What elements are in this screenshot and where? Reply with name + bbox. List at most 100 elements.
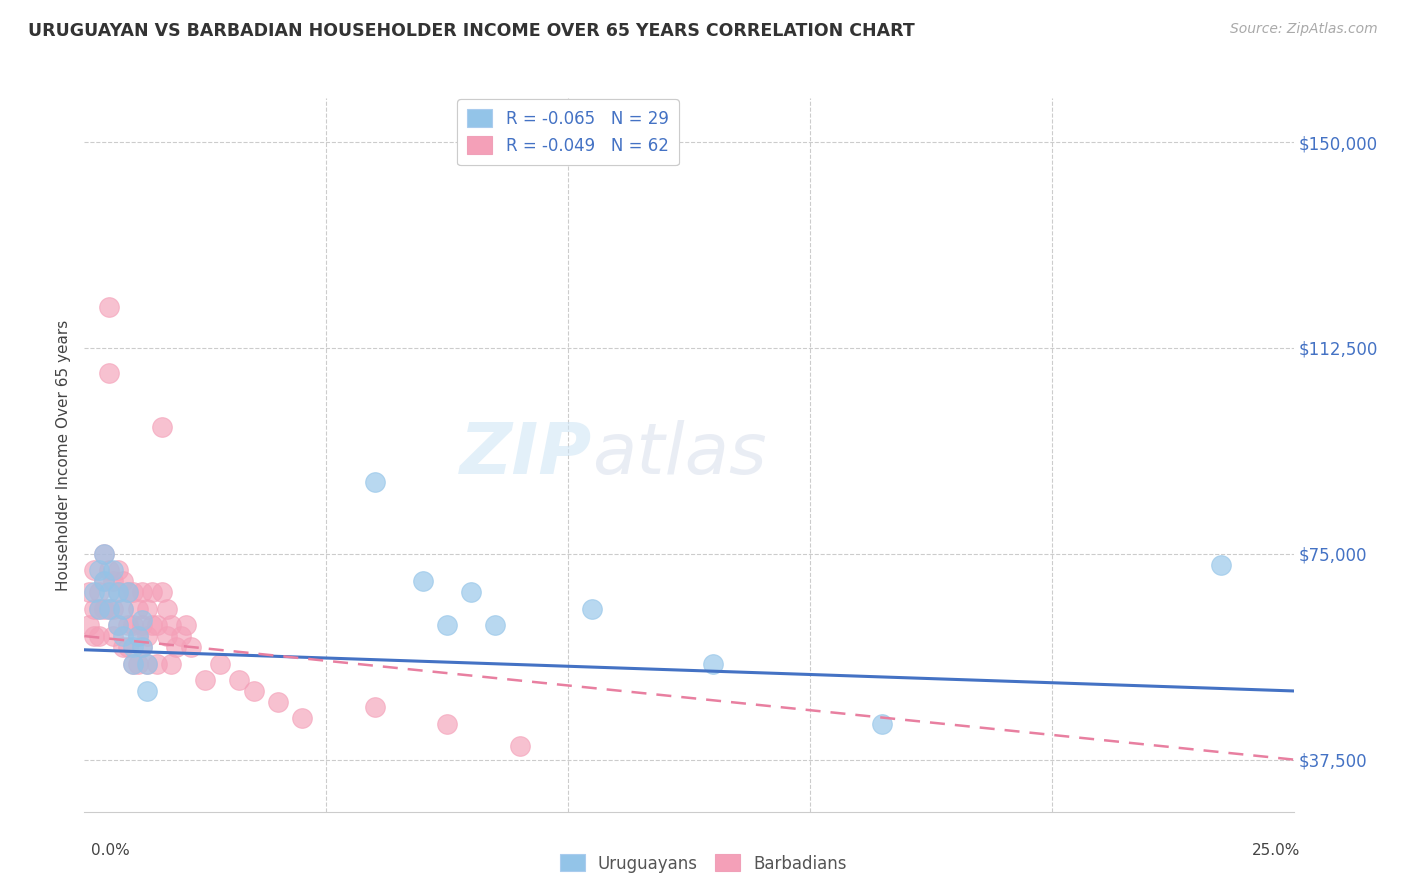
Point (87, 601, 110, 615)
Point (170, 629, 193, 643)
Point (77, 585, 100, 599)
Text: URUGUAYAN VS BARBADIAN HOUSEHOLDER INCOME OVER 65 YEARS CORRELATION CHART: URUGUAYAN VS BARBADIAN HOUSEHOLDER INCOM… (28, 22, 915, 40)
Point (93, 547, 115, 561)
Point (131, 585, 153, 599)
Point (112, 629, 135, 643)
Point (121, 657, 143, 671)
Point (180, 640, 202, 654)
Point (112, 640, 135, 654)
Point (121, 585, 143, 599)
Point (112, 574, 135, 589)
Point (194, 673, 217, 687)
Point (702, 657, 724, 671)
Point (412, 574, 434, 589)
Point (131, 613, 153, 627)
Point (160, 618, 183, 632)
Point (87, 629, 110, 643)
Point (87, 585, 110, 599)
Point (117, 640, 139, 654)
Point (146, 618, 169, 632)
Point (117, 585, 139, 599)
Point (872, 717, 894, 731)
Point (150, 420, 173, 434)
Point (117, 618, 139, 632)
Point (484, 618, 506, 632)
Point (87, 563, 110, 577)
Point (146, 657, 169, 671)
Point (97, 366, 120, 380)
Point (83, 585, 105, 599)
Point (136, 657, 159, 671)
Point (160, 657, 183, 671)
Legend: R = -0.065   N = 29, R = -0.049   N = 62: R = -0.065 N = 29, R = -0.049 N = 62 (457, 99, 679, 165)
Point (97, 563, 120, 577)
Point (93, 574, 115, 589)
Point (121, 640, 143, 654)
Point (509, 739, 531, 753)
Point (112, 601, 135, 615)
Point (155, 601, 177, 615)
Point (83, 629, 105, 643)
Point (267, 695, 290, 709)
Y-axis label: Householder Income Over 65 years: Householder Income Over 65 years (56, 319, 72, 591)
Point (136, 601, 159, 615)
Point (87, 601, 110, 615)
Point (127, 629, 149, 643)
Point (107, 585, 129, 599)
Text: 25.0%: 25.0% (1253, 843, 1301, 858)
Point (363, 475, 385, 490)
Point (121, 657, 143, 671)
Point (436, 618, 458, 632)
Text: 0.0%: 0.0% (91, 843, 131, 858)
Point (112, 601, 135, 615)
Point (131, 640, 153, 654)
Point (93, 547, 115, 561)
Point (127, 629, 149, 643)
Point (136, 684, 159, 698)
Point (107, 618, 129, 632)
Point (141, 585, 163, 599)
Point (242, 684, 264, 698)
Point (174, 618, 197, 632)
Point (97, 585, 120, 599)
Point (460, 585, 482, 599)
Point (83, 601, 105, 615)
Point (107, 585, 129, 599)
Text: ZIP: ZIP (460, 420, 592, 490)
Point (103, 563, 125, 577)
Point (150, 585, 173, 599)
Point (436, 717, 458, 731)
Point (155, 629, 177, 643)
Text: Source: ZipAtlas.com: Source: ZipAtlas.com (1230, 22, 1378, 37)
Point (83, 563, 105, 577)
Point (107, 563, 129, 577)
Point (103, 574, 125, 589)
Point (121, 618, 143, 632)
Point (131, 618, 153, 632)
Text: atlas: atlas (592, 420, 766, 490)
Point (208, 657, 231, 671)
Legend: Uruguayans, Barbadians: Uruguayans, Barbadians (553, 847, 853, 880)
Point (1209, 558, 1232, 572)
Point (117, 585, 139, 599)
Point (127, 657, 149, 671)
Point (291, 711, 314, 725)
Point (136, 629, 159, 643)
Point (363, 700, 385, 714)
Point (93, 574, 115, 589)
Point (228, 673, 250, 687)
Point (97, 300, 120, 314)
Point (77, 618, 100, 632)
Point (127, 601, 149, 615)
Point (103, 601, 125, 615)
Point (93, 601, 115, 615)
Point (141, 618, 163, 632)
Point (97, 601, 120, 615)
Point (97, 601, 120, 615)
Point (136, 657, 159, 671)
Point (107, 618, 129, 632)
Point (581, 601, 603, 615)
Point (165, 640, 187, 654)
Point (103, 629, 125, 643)
Point (131, 640, 153, 654)
